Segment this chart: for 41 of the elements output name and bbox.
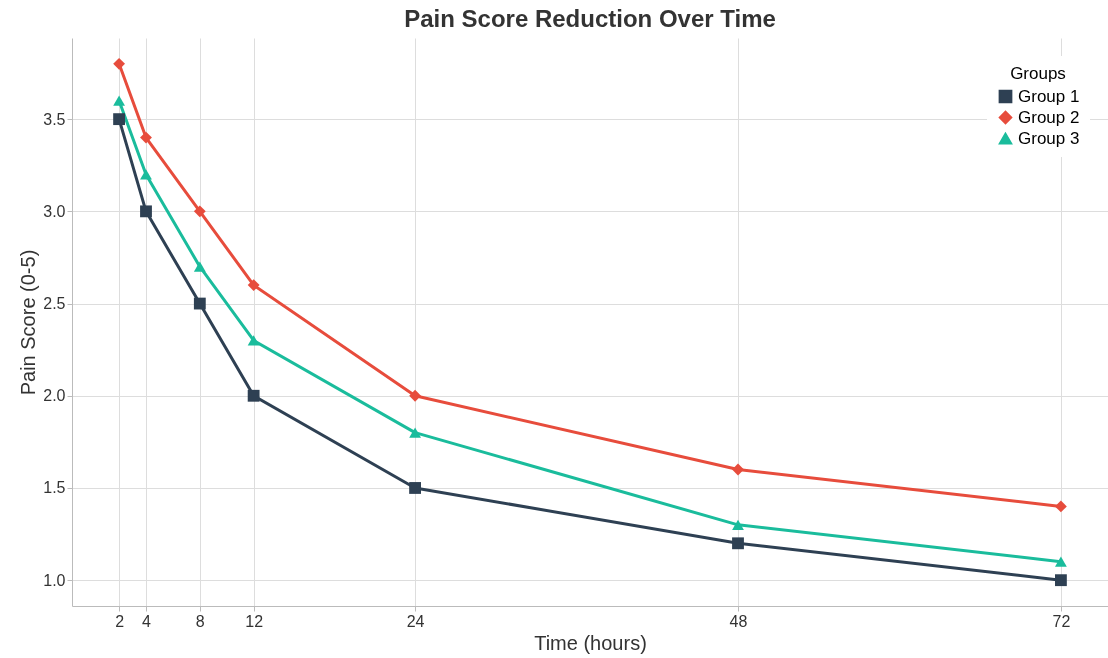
point <box>113 57 126 70</box>
x-tick-label: 24 <box>406 612 425 630</box>
point <box>247 279 260 292</box>
x-axis-title: Time (hours) <box>534 631 647 654</box>
x-tick-label: 8 <box>195 612 205 630</box>
legend-label: Group 2 <box>1018 107 1080 127</box>
point <box>1054 500 1067 513</box>
legend-label: Group 3 <box>1018 128 1080 148</box>
point <box>732 537 744 550</box>
y-tick-label: 2.0 <box>43 387 66 405</box>
point <box>1054 574 1067 587</box>
y-tick-label: 3.5 <box>43 110 66 128</box>
chart-title: Pain Score Reduction Over Time <box>404 5 776 32</box>
point <box>732 519 744 530</box>
point <box>193 205 206 218</box>
y-tick-label: 3.0 <box>43 202 66 220</box>
y-axis-title: Pain Score (0-5) <box>17 249 40 396</box>
x-tick-label: 12 <box>245 612 264 630</box>
legend-label: Group 1 <box>1018 86 1080 106</box>
point <box>140 131 152 144</box>
x-tick-label: 4 <box>142 612 152 630</box>
x-tick-label: 2 <box>115 612 125 630</box>
point <box>409 389 422 402</box>
point <box>247 335 260 346</box>
y-tick-label: 1.0 <box>43 571 66 589</box>
point <box>193 297 206 310</box>
legend-title: Groups <box>1010 64 1066 83</box>
y-tick-label: 2.5 <box>43 295 66 313</box>
x-tick-label: 48 <box>729 612 748 630</box>
point <box>1054 556 1067 567</box>
point <box>113 95 126 106</box>
point <box>409 482 422 494</box>
point <box>113 113 126 126</box>
y-tick-label: 1.5 <box>43 479 66 497</box>
point <box>140 169 152 180</box>
point <box>193 261 206 272</box>
point <box>732 463 744 476</box>
point <box>409 427 422 438</box>
point <box>140 205 152 218</box>
point <box>247 389 260 402</box>
x-tick-label: 72 <box>1052 612 1071 630</box>
